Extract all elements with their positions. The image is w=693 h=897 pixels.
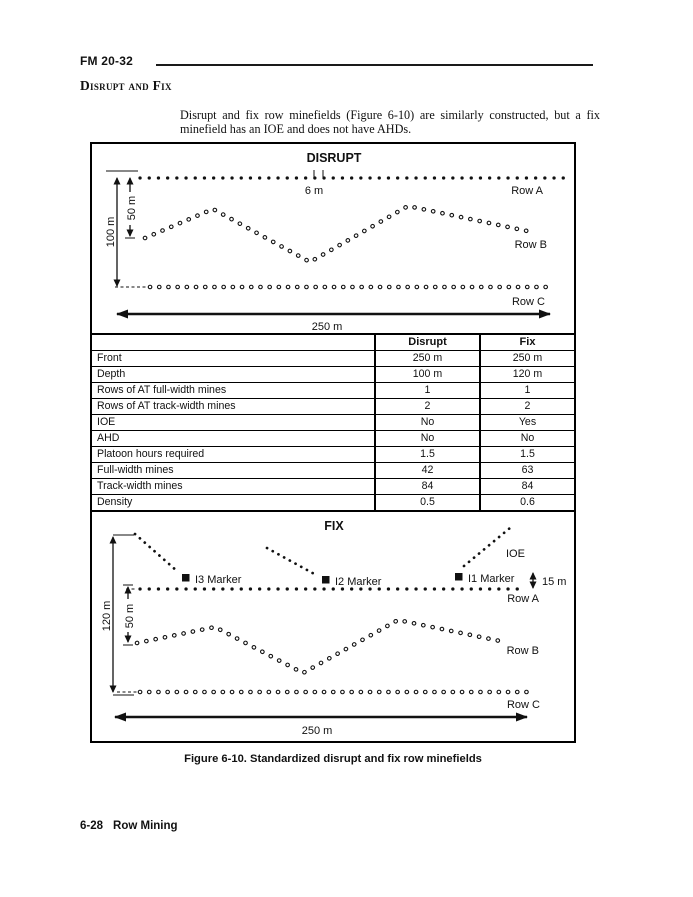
fix-depth-label: 120 m	[101, 601, 113, 632]
disrupt-row-c-label: Row C	[512, 296, 545, 308]
i2-marker-square	[322, 576, 330, 584]
table-row: Track-width mines 84 84	[92, 477, 574, 495]
fix-value: 120 m	[479, 365, 574, 383]
table-row: Rows of AT track-width mines 2 2	[92, 397, 574, 415]
disrupt-value: 100 m	[374, 365, 480, 383]
table-row: IOE No Yes	[92, 413, 574, 431]
disrupt-row-b-dots	[142, 203, 535, 265]
disrupt-diagram: DISRUPT 6 m Row A 100 m 50 m	[105, 151, 574, 333]
disrupt-value: 0.5	[374, 493, 480, 510]
fix-row-a-label: Row A	[507, 593, 539, 605]
ioe-string-right	[462, 526, 512, 568]
disrupt-value: 250 m	[374, 349, 480, 367]
disrupt-depth-dimension: 100 m	[105, 170, 138, 287]
fix-value: 250 m	[479, 349, 574, 367]
fix-value: 1.5	[479, 445, 574, 463]
comparison-table-wrap: Disrupt Fix Front 250 m 250 m Depth 100 m 12…	[92, 333, 574, 512]
table-corner-cell	[92, 335, 375, 350]
ioe-offset-dimension: 15 m	[529, 572, 566, 589]
row-label: Rows of AT track-width mines	[92, 397, 375, 415]
i3-marker-square	[182, 574, 190, 582]
fix-value: 0.6	[479, 493, 574, 510]
col-header-fix: Fix	[479, 335, 574, 351]
row-label: IOE	[92, 413, 375, 431]
i1-marker-label: I1 Marker	[468, 573, 515, 585]
row-label: Track-width mines	[92, 477, 375, 495]
fix-row-b-label: Row B	[507, 645, 539, 657]
disrupt-row-b-label: Row B	[515, 239, 547, 251]
fix-row-offset-label: 50 m	[124, 604, 136, 628]
disrupt-value: 2	[374, 397, 480, 415]
table-row: Depth 100 m 120 m	[92, 365, 574, 383]
ioe-label: IOE	[506, 548, 525, 560]
ioe-string-middle	[265, 546, 320, 578]
fix-value: 84	[479, 477, 574, 495]
figure-caption: Figure 6-10. Standardized disrupt and fi…	[184, 753, 482, 765]
ioe-offset-label: 15 m	[542, 576, 566, 588]
table-row: Full-width mines 42 63	[92, 461, 574, 479]
fix-value: No	[479, 429, 574, 447]
disrupt-front-dimension: 250 m	[116, 309, 551, 333]
disrupt-row-a-label: Row A	[511, 185, 543, 197]
footer-page-number: 6-28	[80, 820, 104, 832]
fix-row-c-label: Row C	[507, 699, 540, 711]
table-row: Platoon hours required 1.5 1.5	[92, 445, 574, 463]
disrupt-value: 1.5	[374, 445, 480, 463]
fix-row-offset-dimension: 50 m	[121, 584, 136, 646]
figure-6-10-box: DISRUPT 6 m Row A 100 m 50 m	[90, 142, 576, 743]
row-label: Rows of AT full-width mines	[92, 381, 375, 399]
fix-value: Yes	[479, 413, 574, 431]
disrupt-depth-label: 100 m	[105, 217, 117, 248]
table-row: Rows of AT full-width mines 1 1	[92, 381, 574, 399]
disrupt-value: 42	[374, 461, 480, 479]
i3-marker-label: I3 Marker	[195, 574, 242, 586]
disrupt-row-offset-dimension: 50 m	[123, 177, 138, 239]
disrupt-title: DISRUPT	[307, 151, 362, 165]
disrupt-spacing-label: 6 m	[305, 185, 323, 197]
table-row: Front 250 m 250 m	[92, 349, 574, 367]
fix-diagram: FIX 120 m 50 m IOE I3	[101, 519, 566, 737]
fix-row-b-dots	[134, 617, 503, 676]
section-heading: Disrupt and Fix	[80, 78, 172, 93]
disrupt-value: No	[374, 429, 480, 447]
table-row: Density 0.5 0.6	[92, 493, 574, 510]
row-label: Front	[92, 349, 375, 367]
ioe-string-left	[133, 532, 179, 573]
fix-front-dimension: 250 m	[114, 712, 528, 737]
row-label: Depth	[92, 365, 375, 383]
row-label: Platoon hours required	[92, 445, 375, 463]
disrupt-value: 1	[374, 381, 480, 399]
disrupt-row-offset-label: 50 m	[126, 196, 138, 220]
body-paragraph: Disrupt and fix row minefields (Figure 6…	[180, 108, 600, 137]
col-header-disrupt: Disrupt	[374, 335, 480, 351]
row-label: Density	[92, 493, 375, 510]
page-footer: 6-28 Row Mining	[80, 820, 188, 832]
fix-value: 63	[479, 461, 574, 479]
table-header-row: Disrupt Fix	[92, 335, 574, 351]
fix-value: 2	[479, 397, 574, 415]
i2-marker-label: I2 Marker	[335, 576, 382, 588]
disrupt-value: 84	[374, 477, 480, 495]
mine-spacing-dimension: 6 m	[305, 170, 324, 197]
i1-marker-square	[455, 573, 463, 581]
row-label: Full-width mines	[92, 461, 375, 479]
fix-title: FIX	[324, 519, 344, 533]
fix-depth-dimension: 120 m	[101, 534, 134, 696]
table-row: AHD No No	[92, 429, 574, 447]
comparison-table: Disrupt Fix Front 250 m 250 m Depth 100 m 12…	[92, 335, 574, 510]
disrupt-front-label: 250 m	[312, 321, 343, 333]
row-label: AHD	[92, 429, 375, 447]
header-rule	[156, 64, 593, 67]
disrupt-value: No	[374, 413, 480, 431]
footer-section-title: Row Mining	[113, 820, 178, 832]
fix-front-label: 250 m	[302, 725, 333, 737]
fix-value: 1	[479, 381, 574, 399]
page-header: FM 20-32	[80, 54, 133, 68]
